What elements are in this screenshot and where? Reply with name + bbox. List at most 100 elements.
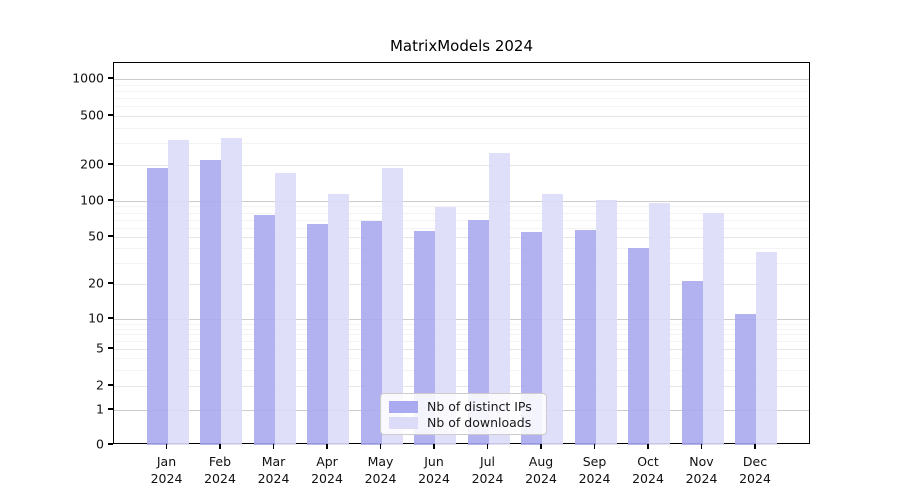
bar-distinct-ips [681,281,703,445]
x-tick-year: 2024 [257,471,290,486]
y-tick-mark [108,163,113,165]
gridline-minor [114,369,809,371]
bar-downloads [221,137,242,445]
bar-downloads [542,193,563,445]
x-tick-mark [165,444,168,449]
x-tick-mark [647,444,649,449]
gridline-minor [114,334,809,336]
x-tick-month: Mar [261,454,286,469]
x-tick-month: Dec [742,454,768,469]
y-tick-mark [108,317,113,319]
bar-downloads [274,172,296,445]
bar-distinct-ips [200,159,221,445]
gridline-minor [114,263,809,265]
legend-swatch-distinct-ips [389,400,418,413]
chart-title: MatrixModels 2024 [389,37,534,55]
gridline-minor [114,328,809,330]
x-tick-month: Jun [424,454,444,469]
bar-downloads [756,252,777,445]
gridline-minor [114,143,809,145]
y-tick-label: 50 [88,228,104,244]
x-tick-mark [700,444,703,449]
legend-entry-distinct-ips: Nb of distinct IPs [389,399,538,414]
bar-distinct-ips [521,232,542,445]
legend: Nb of distinct IPs Nb of downloads [380,393,547,435]
bar-distinct-ips [253,214,275,445]
y-tick-label: 5 [96,340,104,356]
x-tick-label: Dec 2024 [725,453,785,487]
y-tick-label: 1 [96,401,104,417]
y-tick-label: 2 [96,377,104,393]
x-tick-month: Jul [479,454,496,469]
x-tick-year: 2024 [525,471,557,486]
x-tick-mark [593,444,596,449]
gridline-minor [114,127,809,129]
y-tick-mark [108,347,113,349]
x-tick-label: Nov 2024 [672,453,732,487]
x-tick-month: Jan [156,454,177,469]
x-tick-mark [433,444,435,449]
y-tick-label: 10 [88,310,104,326]
gridline-minor [114,219,809,221]
gridline [114,79,809,80]
bar-distinct-ips [574,230,596,445]
bar-downloads [435,207,456,445]
y-tick-mark [108,384,113,386]
bar-downloads [167,139,189,445]
x-tick-year: 2024 [364,471,397,486]
bar-distinct-ips [307,224,328,445]
bar-downloads [649,203,670,445]
y-tick-label: 100 [80,192,104,208]
gridline [114,201,809,202]
x-tick-label: Jul 2024 [458,453,518,487]
y-tick-mark [108,443,113,445]
legend-label: Nb of downloads [427,415,532,430]
x-tick-label: May 2024 [351,453,411,487]
bar-distinct-ips [146,167,168,445]
gridline [114,237,809,238]
x-tick-label: Mar 2024 [244,453,304,487]
gridline-minor [114,84,809,86]
plot-area [113,62,810,445]
x-tick-label: Jan 2024 [137,453,197,487]
y-tick-mark [108,77,113,79]
y-tick-mark [108,114,113,116]
y-tick-mark [108,235,113,237]
y-tick-label: 20 [88,275,104,291]
gridline-minor [114,323,809,325]
bar-distinct-ips [628,248,649,445]
x-tick-month: Sep [582,454,607,469]
gridline-minor [114,358,809,359]
gridline [114,319,809,320]
y-tick-mark [108,282,113,284]
x-tick-mark [219,444,221,449]
x-tick-mark [486,444,489,449]
x-tick-month: Nov [689,454,714,469]
y-tick-label: 0 [96,436,104,452]
gridline [114,386,809,387]
x-tick-month: Aug [528,454,554,469]
x-tick-year: 2024 [685,471,718,486]
x-tick-label: Jun 2024 [404,453,464,487]
y-tick-label: 500 [80,107,104,123]
x-tick-year: 2024 [739,471,771,486]
bar-downloads [328,193,349,445]
gridline [114,284,809,285]
x-tick-year: 2024 [578,471,611,486]
bar-downloads [381,168,403,445]
bar-distinct-ips [735,314,756,445]
x-tick-month: Feb [208,454,232,469]
gridline [114,116,809,117]
x-tick-mark [754,444,756,449]
legend-label: Nb of distinct IPs [427,399,532,414]
y-tick-mark [108,199,113,201]
x-tick-mark [379,444,382,449]
bar-downloads [595,200,617,445]
gridline [114,349,809,350]
y-tick-label: 200 [80,156,104,172]
x-tick-month: Apr [316,454,338,469]
gridline-minor [114,212,809,214]
bar-distinct-ips [467,220,489,445]
x-tick-mark [326,444,328,449]
